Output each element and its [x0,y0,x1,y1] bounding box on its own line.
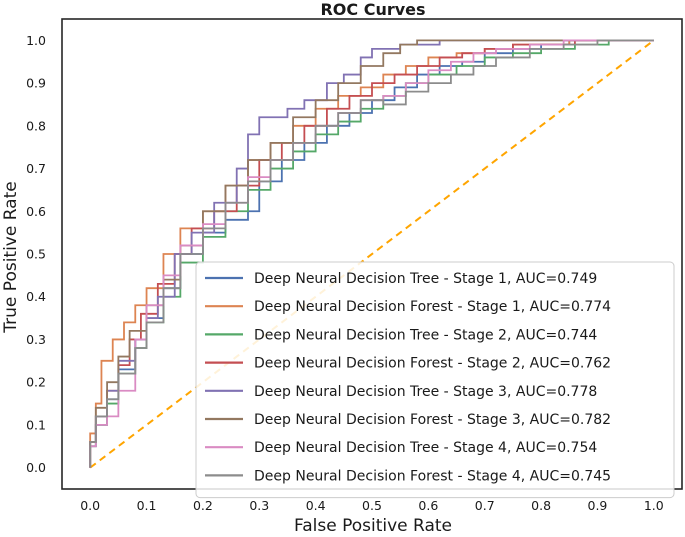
legend-label: Deep Neural Decision Tree - Stage 1, AUC… [254,271,597,287]
chance-line [89,39,655,469]
y-tick-label: 0.7 [26,161,46,176]
y-tick-label: 0.1 [26,417,46,432]
x-tick-label: 0.2 [193,498,213,513]
y-axis-label: True Positive Rate [1,181,21,333]
y-tick-label: 0.0 [26,460,46,475]
x-tick-label: 0.8 [531,498,551,513]
y-tick-label: 0.5 [26,247,46,262]
y-tick-label: 0.4 [26,289,46,304]
y-tick-label: 1.0 [26,33,46,48]
legend-label: Deep Neural Decision Tree - Stage 2, AUC… [254,327,597,343]
x-axis-ticks: 0.0 0.1 0.2 0.3 0.4 0.5 0.6 0.7 0.8 0.9 1.0 [80,498,664,513]
x-tick-label: 0.7 [475,498,495,513]
x-tick-label: 0.4 [306,498,326,513]
legend-label: Deep Neural Decision Forest - Stage 3, A… [254,412,611,428]
y-axis-ticks: 0.0 0.1 0.2 0.3 0.4 0.5 0.6 0.7 0.8 0.9 1.0 [26,33,46,475]
legend-label: Deep Neural Decision Tree - Stage 4, AUC… [254,440,597,456]
x-tick-label: 0.5 [362,498,382,513]
legend-box [195,261,675,499]
x-axis-label: False Positive Rate [294,516,452,536]
legend-label: Deep Neural Decision Tree - Stage 3, AUC… [254,384,597,400]
x-tick-label: 0.0 [80,498,100,513]
y-tick-label: 0.8 [26,118,46,133]
x-tick-label: 0.1 [137,498,157,513]
roc-series-line-8 [89,39,654,468]
legend-label: Deep Neural Decision Forest - Stage 4, A… [254,468,611,484]
y-tick-label: 0.2 [26,375,46,390]
chart-title: ROC Curves [320,0,425,19]
y-tick-label: 0.3 [26,332,46,347]
y-tick-label: 0.9 [26,76,46,91]
x-tick-label: 1.0 [644,498,664,513]
legend-label: Deep Neural Decision Forest - Stage 1, A… [254,299,611,315]
y-tick-label: 0.6 [26,204,46,219]
x-tick-label: 0.3 [249,498,269,513]
x-tick-label: 0.6 [418,498,438,513]
roc-series-line-6 [89,39,654,468]
legend: Deep Neural Decision Tree - Stage 1, AUC… [195,261,675,499]
legend-label: Deep Neural Decision Forest - Stage 2, A… [254,356,611,372]
x-tick-label: 0.9 [588,498,608,513]
